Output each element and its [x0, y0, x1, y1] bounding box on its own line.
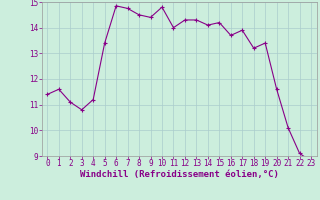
X-axis label: Windchill (Refroidissement éolien,°C): Windchill (Refroidissement éolien,°C) [80, 170, 279, 179]
